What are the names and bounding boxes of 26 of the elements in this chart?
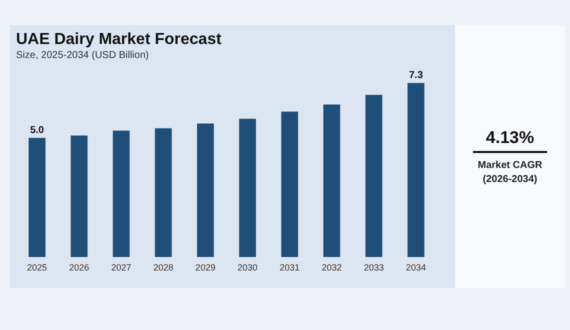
x-tick-label: 2033 <box>364 262 384 272</box>
chart-title: UAE Dairy Market Forecast <box>16 31 222 48</box>
x-tick-label: 2030 <box>238 262 258 272</box>
bar <box>408 83 424 257</box>
bar <box>365 94 382 257</box>
x-tick-label: 2027 <box>111 262 132 272</box>
bar <box>281 112 298 257</box>
x-tick-label: 2031 <box>280 262 300 272</box>
bar <box>154 128 172 257</box>
data-label: 7.3 <box>408 70 424 81</box>
bar <box>323 104 340 257</box>
chart-subtitle: Size, 2025-2034 (USD Billion) <box>16 50 149 61</box>
text: Market CAGR (2026-2034) <box>476 159 544 187</box>
bar <box>197 124 214 257</box>
x-tick-label: 2034 <box>406 262 426 272</box>
x-tick-label: 2029 <box>195 262 216 272</box>
x-tick-label: 2028 <box>153 262 174 272</box>
bar <box>112 130 130 257</box>
bar <box>28 138 46 257</box>
bar <box>239 118 256 257</box>
x-tick-label: 2026 <box>69 262 90 272</box>
x-tick-label: 2025 <box>27 262 48 272</box>
text: 4.13% <box>484 128 536 148</box>
x-tick-label: 2032 <box>322 262 342 272</box>
data-label: 5.0 <box>30 124 44 136</box>
bar <box>70 135 88 257</box>
